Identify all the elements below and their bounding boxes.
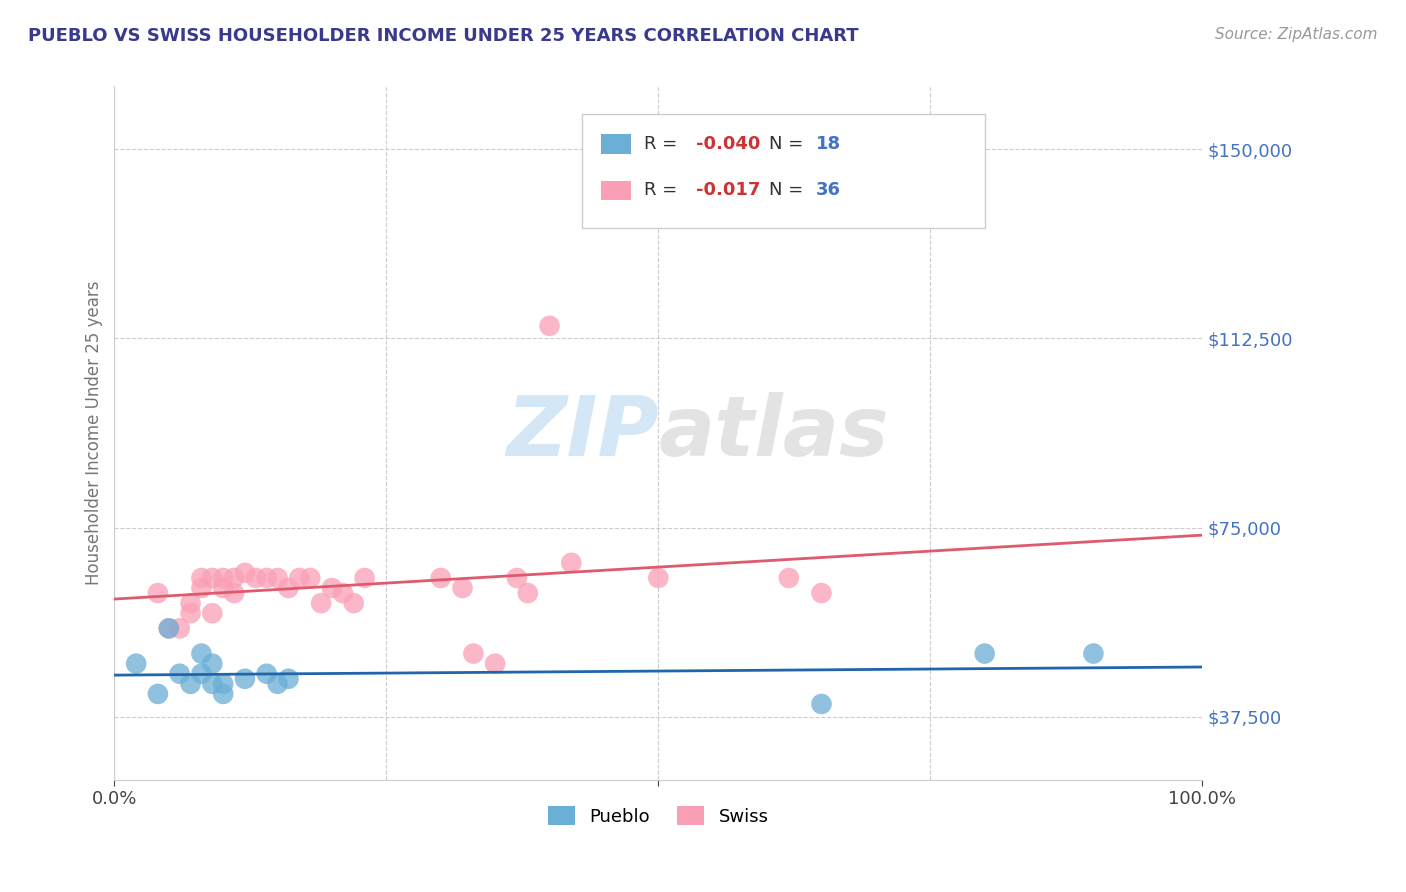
Point (451, 581, 474, 595)
Point (180, 606, 202, 620)
Point (125, 657, 148, 671)
Point (212, 687, 235, 701)
Point (538, 318, 561, 333)
Point (277, 581, 299, 595)
Point (245, 571, 267, 585)
Point (321, 581, 343, 595)
Text: ZIP: ZIP (506, 392, 658, 474)
FancyBboxPatch shape (600, 134, 631, 153)
Point (299, 571, 322, 585)
Text: R =: R = (644, 135, 683, 153)
Point (288, 571, 311, 585)
Point (266, 677, 288, 691)
Point (157, 621, 180, 635)
Point (180, 677, 202, 691)
Point (169, 621, 191, 635)
Point (560, 556, 582, 570)
Point (190, 571, 212, 585)
Text: atlas: atlas (658, 392, 889, 474)
FancyBboxPatch shape (582, 114, 984, 228)
Point (146, 586, 169, 600)
Point (190, 581, 212, 595)
Point (810, 586, 832, 600)
Point (233, 566, 256, 580)
Point (343, 596, 366, 610)
Point (1083, 647, 1105, 661)
Point (277, 672, 299, 686)
Point (222, 571, 245, 585)
Point (463, 647, 485, 661)
Text: Source: ZipAtlas.com: Source: ZipAtlas.com (1215, 27, 1378, 42)
Point (429, 571, 451, 585)
Point (169, 666, 191, 681)
Text: N =: N = (769, 181, 810, 199)
Point (157, 621, 180, 635)
Point (647, 571, 669, 585)
Text: 18: 18 (815, 135, 841, 153)
Point (212, 581, 235, 595)
Point (201, 606, 224, 620)
Point (180, 596, 202, 610)
Point (201, 571, 224, 585)
Text: PUEBLO VS SWISS HOUSEHOLDER INCOME UNDER 25 YEARS CORRELATION CHART: PUEBLO VS SWISS HOUSEHOLDER INCOME UNDER… (28, 27, 859, 45)
Point (484, 657, 506, 671)
Point (212, 571, 235, 585)
Point (506, 571, 529, 585)
Point (309, 596, 332, 610)
Point (146, 687, 169, 701)
Point (256, 571, 278, 585)
Point (256, 666, 278, 681)
FancyBboxPatch shape (600, 181, 631, 200)
Point (778, 571, 800, 585)
Text: -0.017: -0.017 (696, 181, 761, 199)
Text: -0.040: -0.040 (696, 135, 761, 153)
Point (190, 666, 212, 681)
Point (190, 647, 212, 661)
Legend: Pueblo, Swiss: Pueblo, Swiss (541, 799, 776, 833)
Y-axis label: Householder Income Under 25 years: Householder Income Under 25 years (86, 281, 103, 585)
Point (332, 586, 354, 600)
Point (353, 571, 375, 585)
Point (810, 697, 832, 711)
Point (233, 672, 256, 686)
Point (266, 571, 288, 585)
Point (222, 586, 245, 600)
Text: R =: R = (644, 181, 683, 199)
Text: N =: N = (769, 135, 810, 153)
Point (973, 647, 995, 661)
Point (212, 677, 235, 691)
Point (201, 657, 224, 671)
Text: 36: 36 (815, 181, 841, 199)
Point (516, 586, 538, 600)
Point (201, 677, 224, 691)
